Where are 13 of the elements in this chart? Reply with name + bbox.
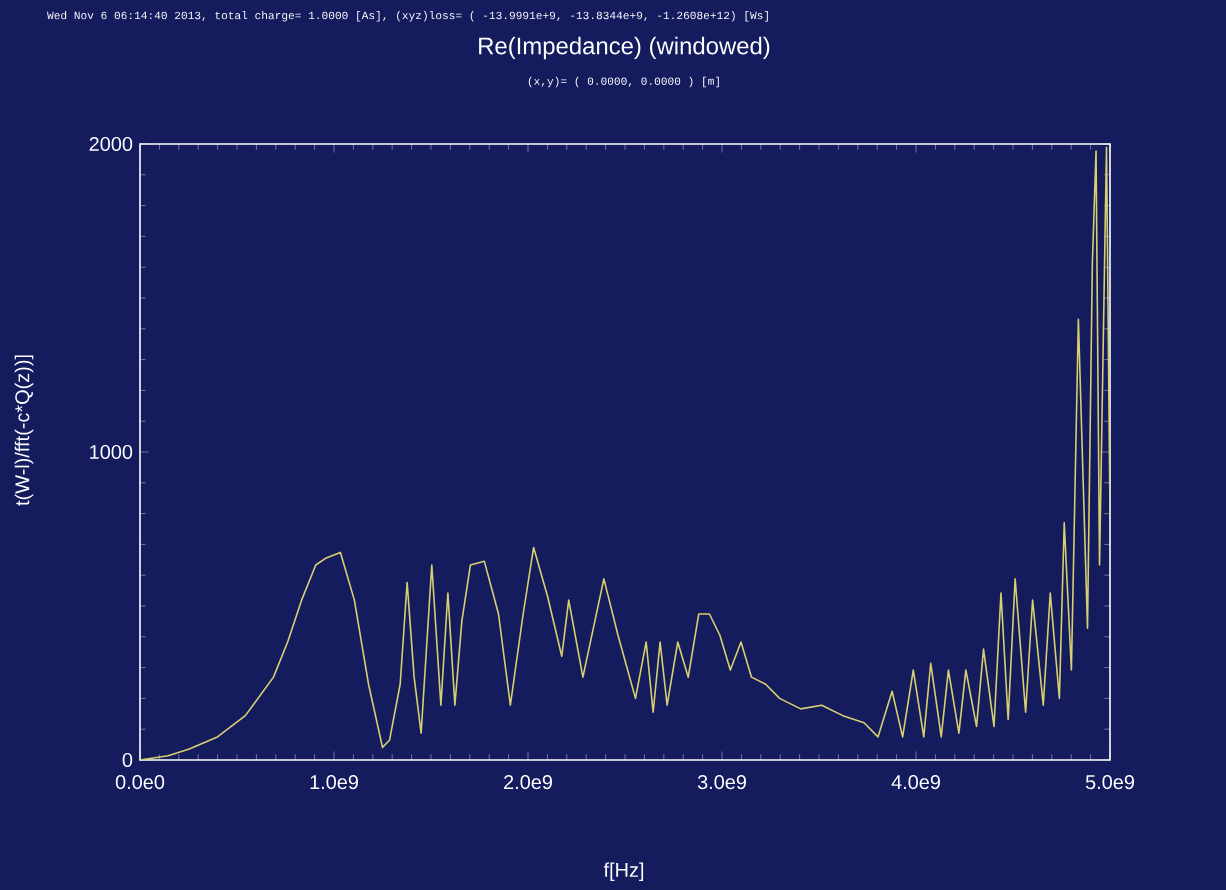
x-tick-label: 5.0e9 [1085,775,1135,790]
y-tick-label: 2000 [89,136,133,152]
x-tick-label: 1.0e9 [310,775,358,790]
y-tick-label: 1000 [90,444,133,460]
y-axis-title: t(W-l)/fft(-c*Q(z))] [14,355,34,506]
x-axis-title: f[Hz] [603,862,644,881]
x-tick-label: 0.0e0 [115,775,165,790]
x-tick-label: 2.0e9 [504,775,552,790]
line-series [140,146,1111,760]
x-tick-label: 4.0e9 [891,775,941,790]
chart-title: Re(Impedance) (windowed) [479,36,770,60]
x-tick-label: 3.0e9 [697,775,746,790]
y-tick-label: 0 [122,752,133,768]
